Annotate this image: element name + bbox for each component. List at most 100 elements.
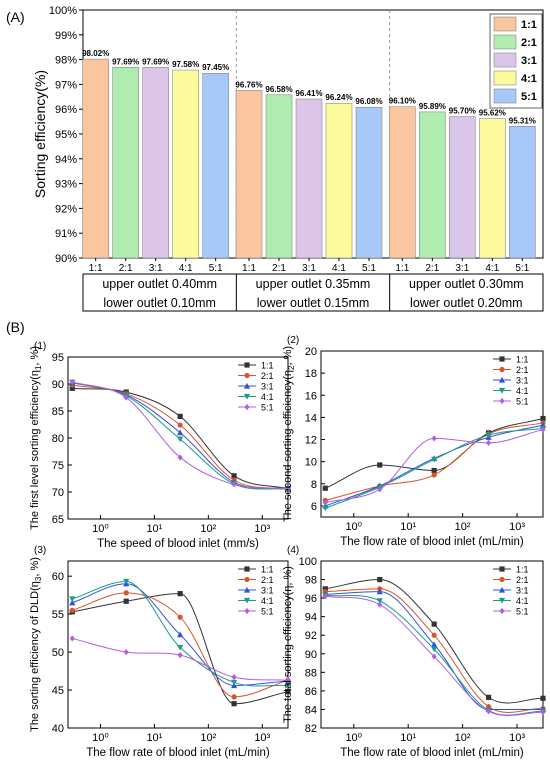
- bar-value-label: 98.02%: [82, 49, 109, 58]
- legend-label: 1:1: [521, 19, 537, 31]
- legend-label: 5:1: [261, 403, 274, 413]
- x-tick-label: 10¹: [146, 523, 162, 535]
- y-tick-label: 14: [305, 412, 317, 424]
- legend-label: 1:1: [261, 565, 274, 575]
- y-tick-label: 60: [52, 571, 64, 583]
- x-tick-label: 3:1: [302, 263, 316, 274]
- legend-label: 4:1: [516, 386, 529, 396]
- panel-b-label: (B): [6, 319, 25, 335]
- data-point: [499, 356, 505, 362]
- line-chart-3: (3) 40 45 50 55 60 10⁰ 10¹ 10² 10³ The flow rate o…: [29, 545, 292, 759]
- bar-chart: 90% 91% 92% 93% 94% 95% 96% 97% 98% 99% 100% Sortin…: [32, 5, 544, 312]
- y-tick-label: 90%: [55, 253, 77, 265]
- data-point: [431, 467, 437, 474]
- bar: [202, 72, 229, 259]
- data-point: [431, 632, 437, 638]
- data-point: [377, 601, 383, 608]
- x-tick-label: 10⁰: [345, 732, 362, 744]
- legend-label: 3:1: [261, 382, 274, 392]
- y-tick-label: 94%: [55, 154, 77, 166]
- bar: [449, 116, 476, 259]
- y-tick-label: 65: [52, 514, 64, 526]
- group-label-line2: lower outlet 0.20mm: [410, 296, 523, 310]
- x-tick-label: 10²: [455, 732, 471, 744]
- y-tick-label: 20: [305, 346, 317, 358]
- data-point: [123, 598, 129, 604]
- y-tick-label: 75: [52, 460, 64, 472]
- data-point: [69, 599, 76, 606]
- data-point: [244, 576, 250, 583]
- series-line: [72, 593, 289, 705]
- group-label-line2: lower outlet 0.10mm: [103, 296, 216, 310]
- bar: [265, 94, 293, 259]
- data-point: [243, 382, 251, 389]
- legend-label: 2:1: [261, 371, 274, 381]
- x-tick-label: 5:1: [209, 263, 223, 274]
- data-point: [177, 429, 184, 436]
- x-tick-label: 10¹: [146, 732, 162, 744]
- x-tick-label: 1:1: [395, 263, 409, 274]
- bar-value-label: 96.10%: [389, 97, 416, 106]
- bar: [355, 106, 383, 259]
- data-point: [243, 597, 251, 604]
- x-tick-label: 10²: [200, 732, 216, 744]
- plot-frame: [320, 560, 544, 729]
- x-tick-label: 3:1: [455, 263, 469, 274]
- y-axis-label: The sorting efficiency of DLD(η3, %): [29, 557, 43, 732]
- data-point: [499, 566, 505, 572]
- y-tick-label: 91%: [55, 228, 77, 240]
- panel-label: (1): [34, 341, 46, 352]
- x-tick-label: 10³: [509, 732, 525, 744]
- y-tick-label: 45: [52, 685, 64, 697]
- x-tick-label: 1:1: [89, 263, 103, 274]
- legend-label: 3:1: [516, 586, 529, 596]
- bar: [419, 111, 446, 259]
- bar-value-label: 97.69%: [142, 57, 169, 66]
- panel-label: (2): [287, 335, 299, 346]
- y-tick-label: 94: [305, 612, 317, 624]
- group-label-line1: upper outlet 0.30mm: [409, 277, 524, 291]
- data-point: [498, 586, 506, 593]
- y-tick-label: 50: [52, 647, 64, 659]
- bar-value-label: 95.89%: [419, 102, 446, 111]
- bar-value-label: 95.62%: [479, 109, 506, 118]
- bar-value-label: 95.31%: [509, 116, 536, 125]
- data-point: [123, 590, 129, 596]
- data-point: [431, 456, 438, 463]
- x-tick-label: 10³: [254, 523, 270, 535]
- data-point: [498, 376, 506, 383]
- bar: [509, 126, 536, 259]
- y-tick-label: 97%: [55, 79, 77, 91]
- y-tick-label: 100: [299, 556, 317, 568]
- data-point: [485, 708, 492, 715]
- data-point: [177, 413, 183, 419]
- y-tick-label: 6: [311, 501, 317, 513]
- plot-frame: [320, 350, 544, 518]
- bar: [479, 118, 506, 259]
- data-point: [285, 677, 291, 684]
- data-point: [540, 709, 546, 716]
- data-point: [69, 635, 75, 642]
- y-tick-label: 80: [52, 433, 64, 445]
- data-point: [231, 694, 237, 700]
- y-tick-label: 18: [305, 368, 317, 380]
- data-point: [376, 588, 383, 595]
- legend-swatch: [493, 52, 517, 68]
- data-point: [322, 485, 328, 491]
- data-point: [243, 393, 251, 400]
- legend-swatch: [493, 34, 517, 50]
- data-point: [69, 385, 75, 391]
- legend-label: 3:1: [521, 55, 537, 67]
- data-point: [244, 372, 250, 379]
- legend-label: 5:1: [521, 91, 537, 103]
- x-tick-label: 10⁰: [345, 521, 362, 533]
- line-chart-1: (1) 65 70 75 80 85 90 95 10⁰ 10¹ 10² 10³ The speed o…: [29, 341, 292, 550]
- bar-value-label: 97.58%: [172, 60, 199, 69]
- data-point: [244, 362, 250, 368]
- bar: [142, 67, 169, 259]
- data-point: [123, 578, 130, 585]
- x-tick-label: 2:1: [119, 263, 133, 274]
- data-point: [485, 439, 492, 446]
- legend-label: 1:1: [516, 565, 529, 575]
- y-axis-label: The total sorting efficiency(η, %): [282, 566, 294, 723]
